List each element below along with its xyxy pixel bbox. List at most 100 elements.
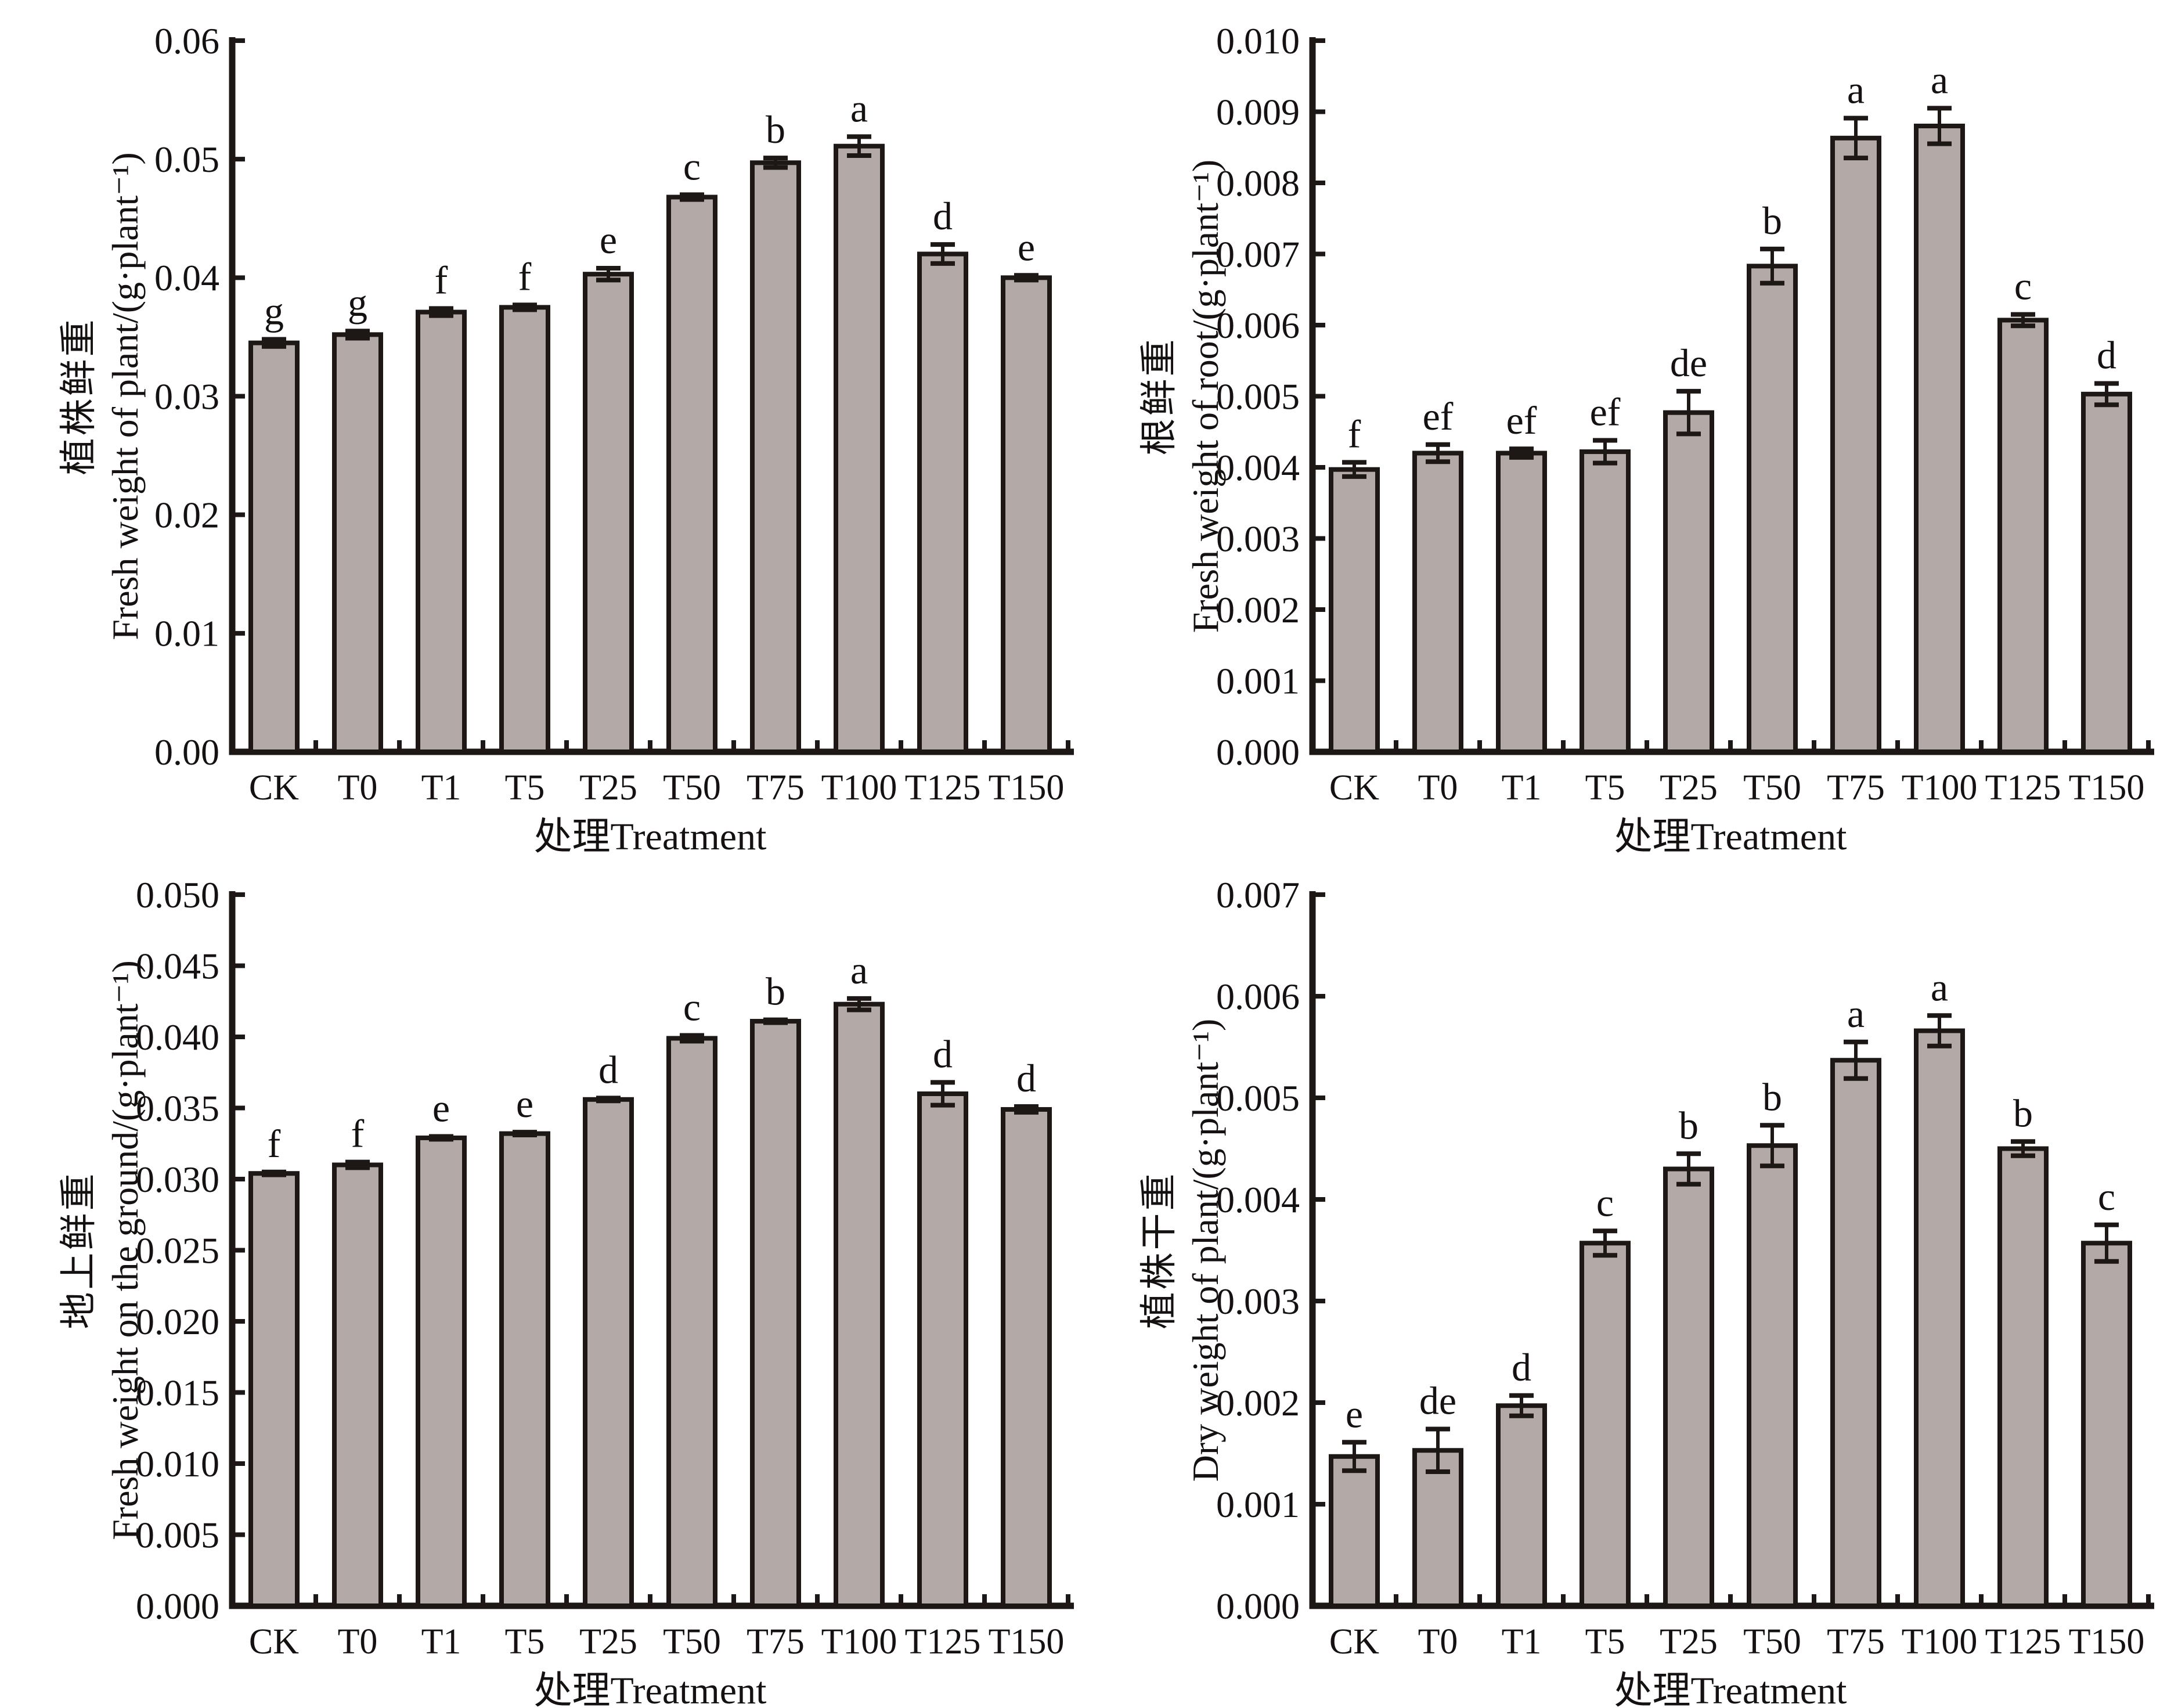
bar-T0 [332, 332, 383, 754]
sig-letter-T0: g [348, 280, 367, 325]
bar-T75 [1830, 135, 1881, 755]
y-tick-label: 0.015 [136, 1372, 219, 1413]
x-tick-label-T75: T75 [747, 1622, 805, 1662]
bar-T1 [416, 309, 467, 754]
x-tick-label-T1: T1 [421, 1622, 461, 1662]
x-tick-label-T1: T1 [1502, 768, 1542, 808]
y-tick-label: 0.025 [136, 1230, 219, 1271]
bar-CK [248, 1171, 300, 1608]
sig-letter-T50: c [683, 144, 701, 188]
y-axis-title-zh: 植株干重 [1138, 1172, 1180, 1329]
y-tick-label: 0.001 [1216, 1484, 1300, 1525]
sig-letter-CK: e [1346, 1392, 1363, 1436]
y-tick-label: 0.004 [1216, 447, 1300, 488]
bar-T1 [1496, 451, 1547, 754]
sig-letter-T75: b [766, 970, 785, 1014]
sig-letter-T25: de [1670, 341, 1707, 385]
bar-T75 [750, 160, 801, 754]
y-tick-label: 0.00 [154, 732, 219, 773]
panel-fresh-weight-plant: 0.00 0.01 0.02 0.03 0.04 0.05 0.06 g CK g T0 f T1 f T5… [0, 0, 1080, 854]
x-tick-label-T100: T100 [1902, 768, 1978, 808]
sig-letter-T125: d [933, 194, 953, 238]
chart-fresh-weight-plant: 0.00 0.01 0.02 0.03 0.04 0.05 0.06 g CK g T0 f T1 f T5… [58, 20, 1074, 854]
x-tick-label-T100: T100 [821, 1622, 897, 1662]
bar-T50 [1747, 264, 1798, 754]
sig-letter-T5: c [1596, 1180, 1614, 1224]
x-tick-label-T75: T75 [1827, 1622, 1885, 1662]
x-tick-label-T25: T25 [1660, 1622, 1718, 1662]
bar-T150 [1001, 275, 1052, 755]
sig-letter-T125: b [2013, 1091, 2033, 1135]
x-tick-label-T0: T0 [338, 768, 378, 808]
y-tick-label: 0.045 [136, 945, 219, 986]
sig-letter-T75: a [1847, 992, 1865, 1036]
y-tick-label: 0.005 [136, 1514, 219, 1555]
sig-letter-T0: ef [1423, 394, 1454, 438]
bar-T100 [1914, 1028, 1965, 1608]
bar-T100 [834, 143, 885, 754]
sig-letter-T25: e [600, 218, 617, 262]
y-tick-label: 0.001 [1216, 660, 1300, 701]
x-tick-label-T125: T125 [905, 1622, 981, 1662]
x-tick-label-T75: T75 [747, 768, 805, 808]
y-tick-label: 0.05 [154, 139, 219, 180]
x-tick-label-T125: T125 [905, 768, 981, 808]
x-tick-label-CK: CK [1329, 1622, 1379, 1662]
bar-T125 [917, 251, 968, 754]
sig-letter-CK: f [268, 1122, 281, 1166]
x-tick-label-T100: T100 [1902, 1622, 1978, 1662]
sig-letter-T150: d [2097, 333, 2116, 377]
x-tick-label-T0: T0 [1418, 1622, 1458, 1662]
bar-T150 [2081, 391, 2132, 754]
bar-T0 [1412, 451, 1463, 754]
bar-T75 [1830, 1058, 1881, 1608]
sig-letter-T25: b [1679, 1103, 1699, 1147]
x-axis-title: 处理Treatment [534, 1670, 767, 1708]
bar-T150 [2081, 1241, 2132, 1608]
y-tick-label: 0.02 [154, 494, 219, 535]
y-axis-title-zh: 地上鲜重 [58, 1172, 99, 1329]
x-tick-label-CK: CK [1329, 768, 1379, 808]
panel-fresh-weight-ground: 0.000 0.005 0.010 0.015 0.020 0.025 0.030 0.035… [0, 854, 1080, 1708]
y-tick-label: 0.005 [1216, 376, 1300, 417]
x-axis-title: 处理Treatment [534, 816, 767, 854]
bar-T25 [1663, 1166, 1714, 1608]
x-tick-label-T5: T5 [1585, 1622, 1625, 1662]
x-tick-label-T50: T50 [1743, 768, 1801, 808]
bar-T100 [1914, 124, 1965, 754]
x-tick-label-T1: T1 [421, 768, 461, 808]
sig-letter-T25: d [598, 1047, 618, 1091]
y-tick-label: 0.030 [136, 1159, 219, 1200]
sig-letter-T5: e [516, 1082, 533, 1126]
x-tick-label-T0: T0 [338, 1622, 378, 1662]
x-tick-label-T5: T5 [505, 1622, 545, 1662]
x-tick-label-T25: T25 [579, 1622, 637, 1662]
x-tick-label-T50: T50 [663, 1622, 721, 1662]
bar-T100 [834, 1001, 885, 1608]
sig-letter-T50: b [1762, 199, 1782, 243]
bar-CK [1329, 1454, 1380, 1608]
bar-T25 [583, 1097, 634, 1608]
bar-T125 [1997, 1146, 2049, 1608]
y-tick-label: 0.010 [1216, 20, 1300, 62]
x-tick-label-T100: T100 [821, 768, 897, 808]
y-tick-label: 0.000 [1216, 732, 1300, 773]
y-axis-title-zh: 根鲜重 [1138, 337, 1180, 456]
bar-T50 [666, 1036, 717, 1608]
sig-letter-T1: d [1512, 1345, 1531, 1389]
sig-letter-T0: f [351, 1112, 365, 1156]
bar-T50 [666, 194, 717, 754]
y-tick-label: 0.006 [1216, 976, 1300, 1017]
y-tick-label: 0.010 [136, 1443, 219, 1484]
y-tick-label: 0.007 [1216, 233, 1300, 275]
y-tick-label: 0.01 [154, 613, 219, 654]
x-tick-label-T5: T5 [505, 768, 545, 808]
y-tick-label: 0.020 [136, 1301, 219, 1342]
panel-dry-weight-plant: 0.000 0.001 0.002 0.003 0.004 0.005 0.006 0.007… [1080, 854, 2160, 1708]
bar-T25 [1663, 410, 1714, 754]
sig-letter-T100: a [1931, 965, 1948, 1009]
y-tick-label: 0.000 [1216, 1586, 1300, 1627]
sig-letter-T150: d [1016, 1056, 1036, 1100]
y-axis-title-en: Dry weight of plant/(g·plant⁻¹) [1185, 1019, 1226, 1482]
y-tick-label: 0.006 [1216, 305, 1300, 346]
